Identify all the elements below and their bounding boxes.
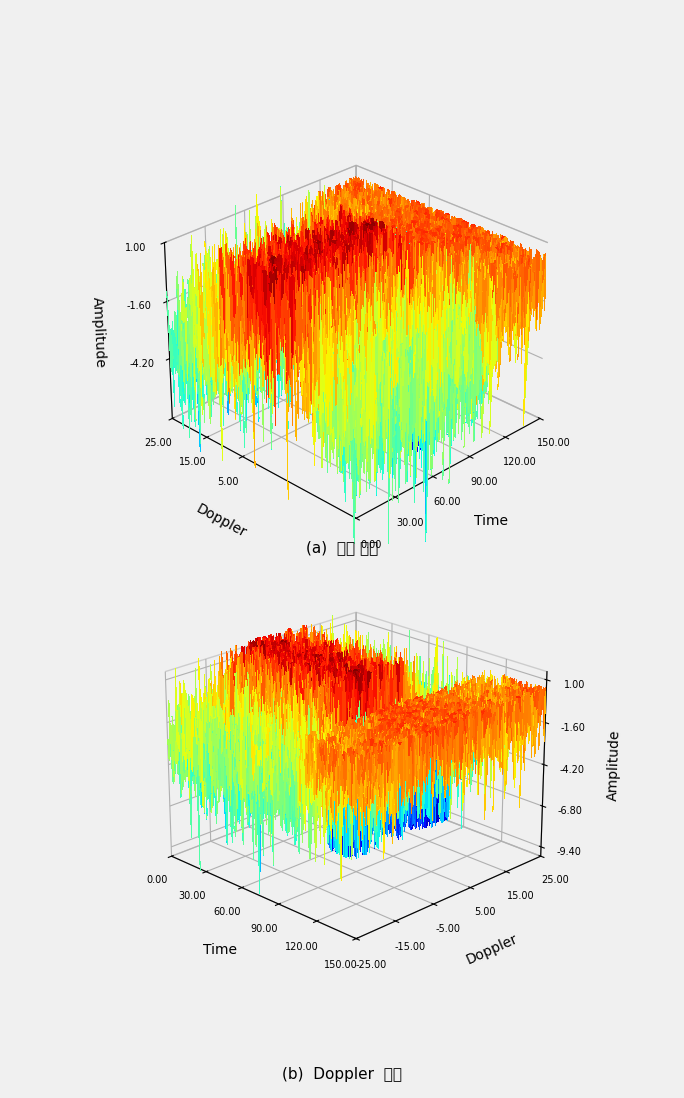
X-axis label: Time: Time [473, 515, 508, 528]
X-axis label: Time: Time [203, 943, 237, 956]
Y-axis label: Doppler: Doppler [194, 502, 249, 541]
Y-axis label: Doppler: Doppler [464, 932, 520, 967]
Text: (b)  Doppler  측면: (b) Doppler 측면 [282, 1066, 402, 1082]
Text: (a)  시간 측면: (a) 시간 측면 [306, 540, 378, 556]
